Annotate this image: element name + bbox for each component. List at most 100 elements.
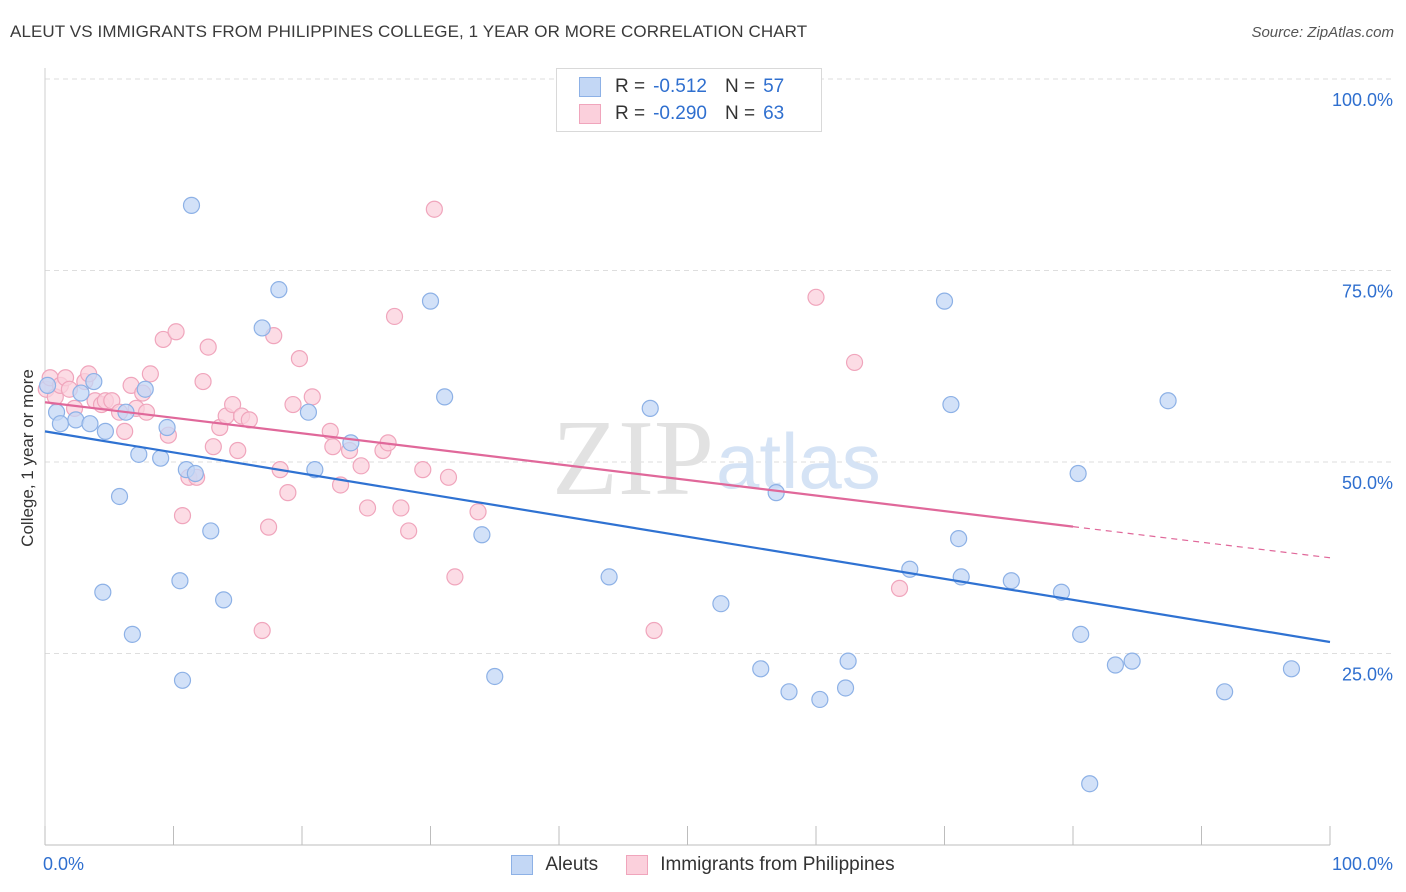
data-point-philippines [284, 395, 302, 414]
data-point-aleut [1081, 775, 1099, 793]
data-point-aleut [38, 376, 57, 394]
data-point-aleut [752, 660, 770, 678]
data-point-aleut [712, 595, 730, 613]
trendline-aleut [44, 430, 1331, 644]
data-point-philippines [173, 507, 192, 525]
data-point-aleut [1282, 660, 1301, 678]
data-point-aleut [136, 380, 154, 398]
data-point-aleut [186, 464, 204, 483]
data-point-aleut [1123, 652, 1141, 670]
data-point-philippines [324, 438, 342, 456]
data-point-aleut [342, 434, 360, 452]
data-point-philippines [290, 349, 309, 368]
trendline-philippines-extension [1072, 526, 1331, 559]
data-point-aleut [81, 415, 99, 433]
series-aleut-points [38, 196, 1301, 793]
data-point-aleut [942, 395, 960, 414]
watermark-zip: ZIP [552, 399, 714, 518]
data-point-philippines [204, 438, 222, 456]
data-point-philippines [199, 338, 217, 356]
trendlines [44, 401, 1331, 644]
data-point-aleut [1072, 625, 1090, 643]
legend-r-label: R = [615, 76, 646, 97]
gridlines [45, 78, 1395, 654]
data-point-philippines [303, 388, 321, 406]
data-point-aleut [94, 583, 112, 601]
y-tick-label: 50.0% [1342, 473, 1393, 493]
legend-row-philippines: R = -0.290 N = 63 [579, 101, 784, 127]
legend-label-philippines: Immigrants from Philippines [660, 854, 895, 875]
data-point-philippines [137, 403, 156, 421]
data-point-aleut [171, 572, 189, 590]
data-point-aleut [935, 292, 954, 310]
legend-n-value: 63 [763, 103, 785, 124]
legend-swatch-philippines [626, 855, 649, 875]
data-point-philippines [439, 468, 458, 486]
data-point-aleut [182, 196, 201, 214]
legend-r-label: R = [615, 103, 646, 124]
watermark-atlas: atlas [716, 417, 881, 505]
data-point-aleut [486, 667, 504, 686]
y-tick-label: 75.0% [1342, 282, 1393, 302]
data-point-philippines [253, 621, 271, 640]
axes [44, 68, 1331, 846]
data-point-aleut [811, 690, 829, 709]
data-point-philippines [352, 457, 370, 475]
data-point-philippines [385, 307, 404, 326]
legend-n-value: 57 [763, 76, 785, 97]
watermark: ZIP atlas [552, 399, 881, 518]
data-point-aleut [72, 384, 90, 402]
data-point-aleut [950, 529, 968, 548]
legend-item-aleuts: Aleuts [511, 854, 598, 876]
data-point-philippines [845, 353, 864, 372]
data-point-aleut [421, 292, 440, 310]
y-tick-label: 25.0% [1342, 665, 1393, 685]
data-point-philippines [469, 503, 487, 521]
data-point-philippines [425, 200, 443, 218]
data-point-aleut [158, 418, 176, 437]
data-point-aleut [839, 652, 857, 670]
data-point-philippines [358, 499, 377, 517]
data-point-aleut [67, 411, 85, 429]
data-point-aleut [202, 522, 220, 540]
data-point-aleut [270, 281, 288, 299]
data-point-aleut [836, 679, 855, 697]
legend-row-aleut: R = -0.512 N = 57 [579, 74, 784, 100]
data-point-philippines [890, 579, 909, 597]
data-point-aleut [473, 526, 491, 544]
legend-swatch-aleuts [511, 855, 534, 875]
trendline-philippines [44, 401, 1074, 528]
legend-label-aleuts: Aleuts [545, 854, 599, 875]
data-point-philippines [116, 422, 134, 440]
legend-n-label: N = [724, 103, 756, 124]
data-point-aleut [152, 449, 170, 467]
data-point-aleut [436, 388, 454, 406]
data-point-aleut [123, 625, 141, 643]
data-point-aleut [299, 403, 318, 421]
series-legend: Aleuts Immigrants from Philippines [0, 852, 1406, 878]
data-point-philippines [392, 499, 410, 517]
data-point-philippines [807, 288, 825, 306]
data-point-aleut [306, 461, 324, 479]
data-point-aleut [85, 372, 103, 391]
data-point-aleut [96, 422, 114, 440]
legend-swatch-aleut [579, 77, 601, 97]
stats-legend: R = -0.512 N = 57 R = -0.290 N = 63 [556, 68, 822, 132]
x-tick-label: 100.0% [1332, 854, 1393, 874]
legend-n-label: N = [724, 76, 756, 97]
chart-title: ALEUT VS IMMIGRANTS FROM PHILIPPINES COL… [10, 22, 808, 41]
data-point-aleut [1159, 392, 1177, 410]
data-point-philippines [446, 568, 464, 586]
y-axis-label: College, 1 year or more [18, 369, 37, 547]
data-point-philippines [259, 518, 278, 536]
data-point-philippines [279, 484, 297, 502]
y-tick-label: 100.0% [1332, 90, 1393, 110]
data-point-aleut [1002, 572, 1020, 590]
data-point-aleut [253, 319, 271, 337]
data-point-aleut [1216, 683, 1234, 701]
data-point-aleut [51, 415, 70, 433]
data-point-aleut [1069, 464, 1087, 483]
data-point-philippines [167, 323, 185, 341]
x-tick-label: 0.0% [43, 854, 84, 874]
